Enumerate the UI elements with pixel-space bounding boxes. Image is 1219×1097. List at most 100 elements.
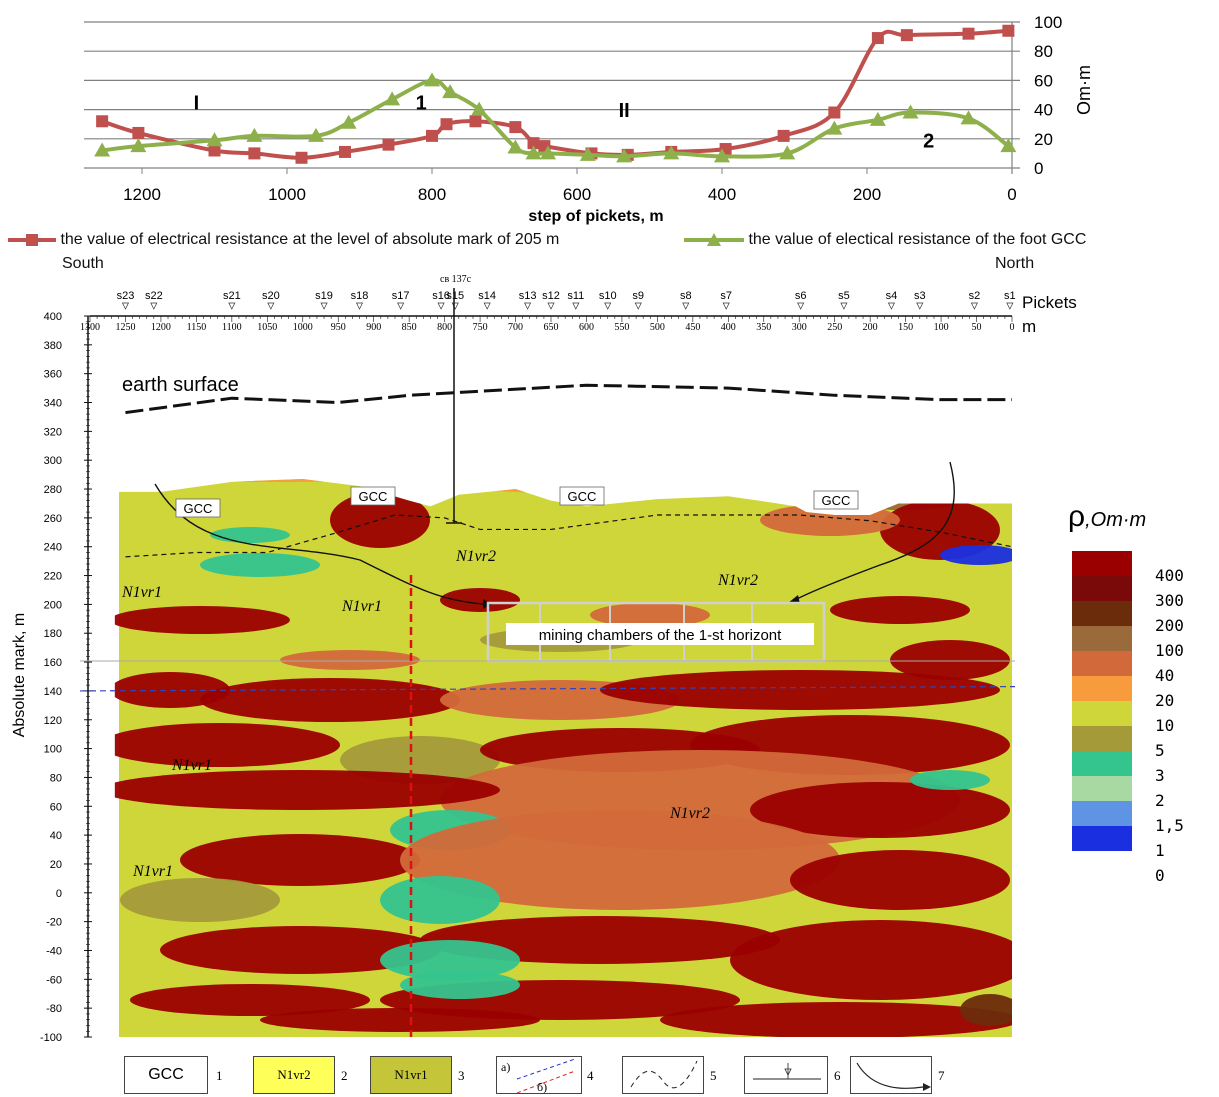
gcc-base-dashed [125, 514, 1013, 558]
gcc-label-box-0 [175, 498, 221, 518]
field-blob-33 [380, 876, 500, 924]
section-x-tick-label-1050: 1050 [257, 322, 277, 333]
colorbar-label-7: 5 [1155, 741, 1165, 760]
data-point-1-6 [384, 91, 401, 106]
section-x-tick-label-1250: 1250 [115, 322, 135, 333]
field-blob-7 [940, 545, 1013, 565]
dashed-curve-icon [630, 1060, 698, 1089]
data-point-1-17 [779, 145, 796, 160]
y-tick-label-100: 100 [1034, 13, 1062, 32]
layer-label-n1vr1-1: N1vr1 [341, 598, 382, 615]
colorbar-label-9: 2 [1155, 791, 1165, 810]
y-tick-label-40: 40 [1034, 101, 1053, 120]
picket-marker-s18 [355, 302, 364, 310]
picket-marker-s11 [572, 302, 580, 310]
picket-label-s6: s6 [795, 290, 807, 302]
section-y-tick-label-260: 260 [44, 513, 62, 525]
data-point-1-15 [663, 145, 680, 160]
zone-label-2: II [619, 100, 630, 122]
legend-marker-square-icon [8, 234, 56, 246]
picket-marker-s19 [320, 302, 328, 310]
field-blob-0 [114, 478, 500, 482]
y-axis-label: Om·m [1074, 65, 1094, 115]
section-y-tick-label-400: 400 [44, 311, 62, 323]
pickets-label: Pickets [1022, 293, 1077, 312]
section-x-tick-label-150: 150 [898, 322, 913, 333]
section-x-tick-label-1000: 1000 [293, 322, 313, 333]
bottom-legend: GCC 1 N1vr2 2 N1vr1 3 а) б) 4 5 6 7 [0, 1050, 1219, 1097]
field-blob-36 [730, 920, 1013, 1000]
colorbar-label-11: 1 [1155, 841, 1165, 860]
picket-label-s9: s9 [632, 290, 644, 302]
mining-label-bg [506, 623, 814, 645]
gcc-label-box-3 [813, 490, 859, 510]
gcc-label-2: GCC [568, 489, 597, 504]
field-blob-38 [130, 984, 370, 1016]
layer-label-n1vr2-5: N1vr2 [717, 572, 758, 589]
legend-red-label: the value of electrical resistance at th… [60, 231, 560, 249]
picket-marker-s12 [547, 302, 555, 310]
section-y-tick-label--60: -60 [46, 974, 62, 986]
colorbar-label-4: 40 [1155, 666, 1175, 685]
zone-labels: I 1 II 2 [194, 93, 935, 153]
data-point-0-22 [1002, 24, 1015, 37]
colorbar-label-0: 400 [1155, 566, 1184, 585]
section-x-tick-label-100: 100 [934, 322, 949, 333]
layer-label-n1vr1-2: N1vr1 [171, 757, 212, 774]
dashed-lines-icon: а) б) [501, 1058, 576, 1094]
picket-marker-s7 [722, 302, 730, 310]
section-x-tick-label-500: 500 [650, 322, 665, 333]
x-tick-label-400: 400 [708, 185, 736, 204]
gcc-label-0: GCC [184, 501, 213, 516]
colorbar-label-10: 1,5 [1155, 816, 1184, 835]
section-y-tick-label-100: 100 [44, 744, 62, 756]
x-tick-label-0: 0 [1007, 185, 1016, 204]
gcc-label-1: GCC [359, 489, 388, 504]
field-blob-40 [660, 1002, 1013, 1037]
colorbar-label-5: 20 [1155, 691, 1175, 710]
data-point-1-14 [616, 148, 633, 163]
field-blob-34 [160, 926, 440, 974]
section-y-tick-label-40: 40 [50, 830, 62, 842]
rho-symbol: ρ [1068, 500, 1086, 533]
field-blob-30 [400, 810, 840, 910]
field-blob-28 [910, 770, 990, 790]
colorbar-label-1: 300 [1155, 591, 1184, 610]
flow-arrow-left [154, 483, 484, 605]
field-blob-3 [330, 492, 430, 548]
picket-marker-s8 [682, 302, 690, 310]
legend-n1vr1-box: N1vr1 [370, 1056, 452, 1094]
data-point-1-2 [206, 132, 223, 147]
colorbar-label-6: 10 [1155, 716, 1175, 735]
field-blob-37 [380, 940, 520, 980]
earth-surface-line [125, 383, 1012, 415]
section-y-tick-label-240: 240 [44, 542, 62, 554]
picket-label-s12: s12 [542, 290, 560, 302]
data-point-1-3 [246, 127, 263, 142]
resistivity-field [114, 478, 1013, 1037]
legend-num-1: 1 [216, 1068, 223, 1083]
colorbar-label-12: 0 [1155, 866, 1165, 885]
chart-series [94, 24, 1017, 164]
section-y-tick-label-340: 340 [44, 398, 62, 410]
data-point-1-22 [1000, 138, 1017, 153]
picket-label-s10: s10 [599, 290, 617, 302]
layer-label-n1vr1-3: N1vr1 [132, 863, 173, 880]
x-tick-label-800: 800 [418, 185, 446, 204]
picket-label-s3: s3 [914, 290, 926, 302]
section-y-tick-label-220: 220 [44, 571, 62, 583]
legend-boundary-box: а) б) [496, 1056, 582, 1094]
legend-num-3: 3 [458, 1068, 465, 1083]
y-tick-label-60: 60 [1034, 71, 1053, 90]
field-blob-31 [790, 850, 1010, 910]
field-blob-11 [590, 603, 710, 627]
picket-label-s11: s11 [567, 290, 584, 302]
section-y-tick-label-280: 280 [44, 484, 62, 496]
mining-chambers-label: mining chambers of the 1-st horizont [539, 627, 782, 644]
field-blob-1 [360, 478, 880, 494]
picket-marker-s3 [916, 302, 924, 310]
section-x-tick-label-200: 200 [863, 322, 878, 333]
data-point-1-16 [714, 148, 730, 163]
zone-label-3: 2 [923, 131, 934, 153]
section-y-tick-label--100: -100 [40, 1032, 62, 1044]
